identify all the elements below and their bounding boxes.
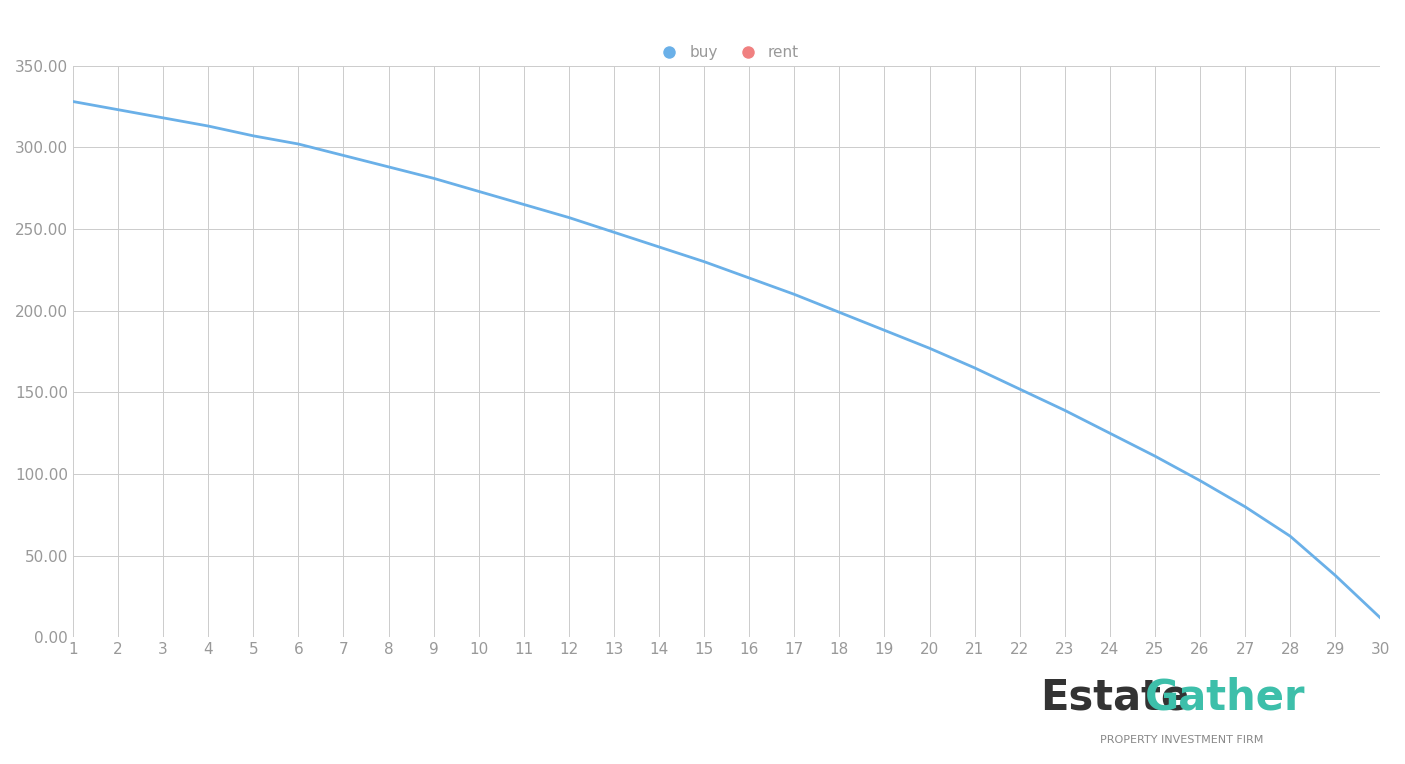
Text: Gather: Gather xyxy=(1145,676,1305,718)
Legend: buy, rent: buy, rent xyxy=(648,39,805,66)
Text: Estate: Estate xyxy=(1040,676,1189,718)
Text: PROPERTY INVESTMENT FIRM: PROPERTY INVESTMENT FIRM xyxy=(1100,735,1263,745)
